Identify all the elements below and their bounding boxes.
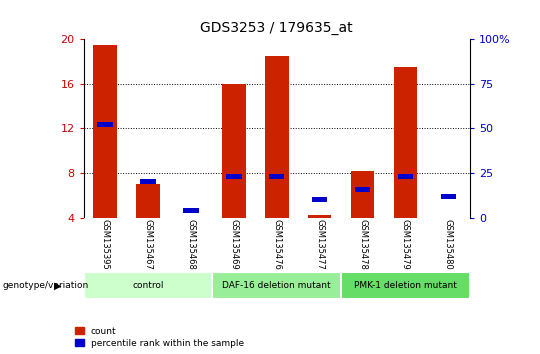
Bar <box>341 272 470 299</box>
Title: GDS3253 / 179635_at: GDS3253 / 179635_at <box>200 21 353 35</box>
Text: GSM135469: GSM135469 <box>230 219 238 270</box>
Text: GSM135395: GSM135395 <box>100 219 110 270</box>
Text: GSM135477: GSM135477 <box>315 219 324 270</box>
Bar <box>269 174 285 179</box>
Bar <box>394 67 417 218</box>
Bar <box>93 45 117 218</box>
Bar <box>351 171 374 218</box>
Text: GSM135467: GSM135467 <box>144 219 153 270</box>
Text: control: control <box>132 281 164 290</box>
Bar <box>222 84 246 218</box>
Text: GSM135478: GSM135478 <box>358 219 367 270</box>
Text: GSM135468: GSM135468 <box>186 219 195 270</box>
Text: GSM135480: GSM135480 <box>444 219 453 270</box>
Text: GSM135476: GSM135476 <box>272 219 281 270</box>
Bar <box>226 174 241 179</box>
Text: ▶: ▶ <box>54 280 62 290</box>
Bar <box>212 272 341 299</box>
Bar <box>265 56 288 218</box>
Bar <box>441 194 456 199</box>
Legend: count, percentile rank within the sample: count, percentile rank within the sample <box>75 327 244 348</box>
Text: PMK-1 deletion mutant: PMK-1 deletion mutant <box>354 281 457 290</box>
Bar <box>140 179 156 184</box>
Bar <box>136 184 160 218</box>
Bar <box>312 197 327 202</box>
Bar <box>355 187 370 192</box>
Bar <box>183 208 199 213</box>
Bar <box>98 122 113 127</box>
Text: GSM135479: GSM135479 <box>401 219 410 270</box>
Bar <box>84 272 212 299</box>
Bar <box>398 174 413 179</box>
Text: genotype/variation: genotype/variation <box>3 281 89 290</box>
Bar <box>308 216 332 218</box>
Text: DAF-16 deletion mutant: DAF-16 deletion mutant <box>222 281 331 290</box>
